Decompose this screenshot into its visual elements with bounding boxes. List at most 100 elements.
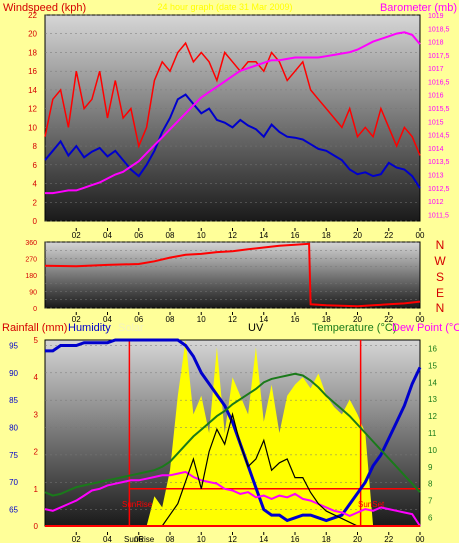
humidity-label: Humidity [68,322,111,334]
baro-ytick-label: 1017 [428,66,444,73]
lower-xtick-label: 12 [228,535,237,543]
wind-xtick-label: 16 [291,231,300,240]
baro-ytick-label: 1019 [428,13,444,20]
wind-xtick-label: 12 [228,231,237,240]
baro-ytick-label: 1015 [428,119,444,126]
wind-xtick-label: 02 [72,231,81,240]
baro-ytick-label: 1013,5 [428,159,450,166]
direction-xtick-label: 12 [228,315,237,324]
lower-xtick-label: 16 [291,535,300,543]
temp-ytick-label: 9 [428,463,433,472]
lower-xtick-label: 22 [384,535,393,543]
direction-ytick-label: 270 [25,257,37,264]
direction-xtick-label: 14 [259,315,268,324]
wind-ytick-label: 2 [33,198,38,207]
rainfall-label: Rainfall (mm) [2,322,67,334]
baro-ytick-label: 1016 [428,93,444,100]
temp-ytick-label: 16 [428,344,437,353]
wind-ytick-label: 8 [33,142,38,151]
lower-xtick-label: 20 [353,535,362,543]
humidity-line [45,338,422,523]
gust-line [44,41,421,156]
solar-label: Solar [118,322,144,334]
temp-ytick-label: 13 [428,395,437,404]
temp-ytick-label: 10 [428,446,437,455]
wind-ytick-label: 14 [28,86,37,95]
dewpoint-label: Dew Point (°C [392,322,459,334]
lower-xtick-label: 08 [166,535,175,543]
sunrise-axis-label: SunRise [124,535,155,543]
wind-xtick-label: 10 [197,231,206,240]
direction-letter-n-bottom: N [436,301,445,315]
wind-ytick-label: 20 [28,30,37,39]
rain-ytick-label: 5 [34,336,39,345]
sunset-marker-label: SunSet [358,500,385,509]
direction-xtick-label: 22 [384,315,393,324]
lower-xtick-label: 14 [259,535,268,543]
baro-ytick-label: 1016,5 [428,79,450,86]
direction-xtick-label: 10 [197,315,206,324]
wind-ytick-label: 6 [33,161,38,170]
direction-letter-s: S [436,270,444,284]
temperature-label: Temperature (°C) [312,322,396,334]
baro-ytick-label: 1015,5 [428,106,450,113]
wind-ytick-label: 10 [28,123,37,132]
baro-ytick-label: 1012,5 [428,186,450,193]
direction-ytick-label: 90 [29,290,37,297]
windspeed-label: Windspeed (kph) [3,2,86,14]
barometer-label: Barometer (mb) [380,2,457,14]
baro-ytick-label: 1017,5 [428,53,450,60]
humidity-ytick-label: 85 [9,396,18,405]
rain-ytick-label: 3 [34,410,39,419]
baro-ytick-label: 1018,5 [428,26,450,33]
direction-ytick-label: 360 [25,240,37,247]
direction-xtick-label: 00 [416,315,425,324]
direction-letter-e: E [436,286,444,300]
wind-xtick-label: 18 [322,231,331,240]
direction-xtick-label: 02 [72,315,81,324]
direction-ytick-label: 0 [33,306,37,313]
direction-xtick-label: 20 [353,315,362,324]
wind-ytick-label: 0 [33,217,38,226]
average-line [44,93,421,189]
graph-caption: 24 hour graph (date 31 Mar 2009) [157,2,292,12]
temp-ytick-label: 11 [428,429,437,438]
solar-area [45,340,420,526]
direction-letter-w: W [434,254,446,268]
baro-ytick-label: 1014,5 [428,133,450,140]
humidity-ytick-label: 90 [9,369,18,378]
temperature-line [44,372,421,497]
humidity-ytick-label: 75 [9,451,18,460]
temp-ytick-label: 14 [428,378,437,387]
wind-ytick-label: 18 [28,48,37,57]
direction-xtick-label: 06 [134,315,143,324]
lower-xtick-label: 02 [72,535,81,543]
temp-ytick-label: 7 [428,497,433,506]
baro-ytick-label: 1012 [428,199,444,206]
humidity-ytick-label: 95 [9,341,18,350]
wind-xtick-label: 22 [384,231,393,240]
wind-xtick-label: 14 [259,231,268,240]
rain-ytick-label: 4 [34,373,39,382]
temp-ytick-label: 8 [428,480,433,489]
direction-plot-area [44,241,421,309]
sunrise-marker-label: SunRise [122,500,153,509]
direction-letter-n-top: N [436,238,445,252]
direction-xtick-label: 16 [291,315,300,324]
temp-ytick-label: 15 [428,361,437,370]
baro-ytick-label: 1014 [428,146,444,153]
baro-ytick-label: 1018 [428,40,444,47]
wind-xtick-label: 08 [166,231,175,240]
lower-xtick-label: 10 [197,535,206,543]
baro-ytick-label: 1011,5 [428,212,449,219]
uv-label: UV [248,322,264,334]
wind-xtick-label: 00 [416,231,425,240]
direction-ytick-label: 180 [25,273,37,280]
temp-ytick-label: 12 [428,412,437,421]
rain-ytick-label: 2 [34,448,39,457]
lower-xtick-label: 06 [134,535,143,543]
lower-xtick-label: 04 [103,535,112,543]
wind-xtick-label: 06 [134,231,143,240]
baro-ytick-label: 1013 [428,172,444,179]
